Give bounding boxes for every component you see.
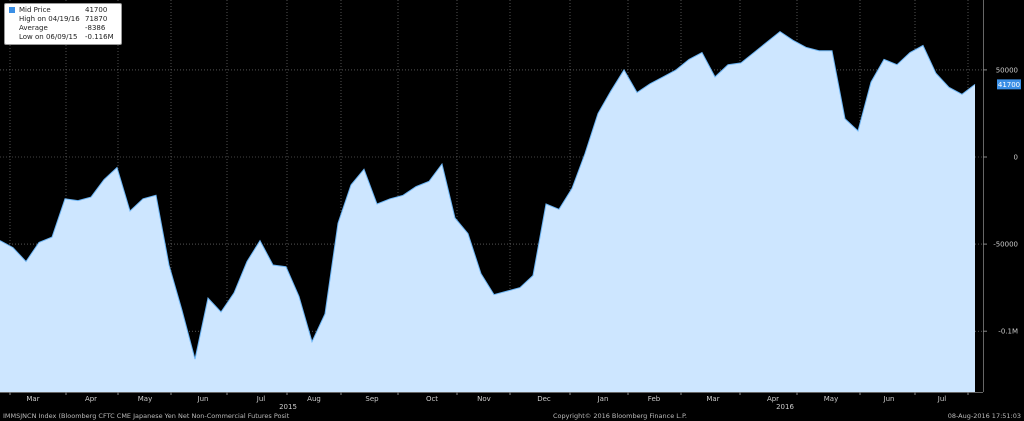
legend-label: Mid Price: [19, 6, 51, 14]
x-axis: Mar Apr May Jun Jul Aug Sep Oct Nov Dec Jan Feb Mar A…: [9, 392, 969, 411]
x-tick-label: Feb: [648, 395, 661, 403]
legend-label: High on 04/19/16: [19, 15, 80, 23]
x-tick-label: Jun: [883, 395, 895, 403]
legend-row-mid-price: Mid Price 41700: [9, 6, 118, 15]
series-area: [0, 31, 975, 392]
legend-row-low: Low on 06/09/15 -0.116M: [9, 33, 118, 42]
y-tick-label: -50000: [993, 241, 1018, 249]
y-tick-label: 50000: [996, 66, 1018, 74]
legend-row-high: High on 04/19/16 71870: [9, 15, 118, 24]
y-axis: 50000 0 -50000 -0.1M: [983, 66, 1018, 336]
series-swatch-icon: [9, 7, 15, 13]
legend-value: 41700: [85, 6, 108, 14]
x-tick-label: Aug: [307, 395, 321, 403]
last-value-tag-box: [997, 79, 1021, 90]
x-tick-label: Dec: [537, 395, 551, 403]
x-tick-label: Jan: [597, 395, 609, 403]
last-value-label: 41700: [998, 81, 1020, 89]
x-tick-label: Oct: [426, 395, 438, 403]
legend-value: -0.116M: [85, 33, 114, 41]
x-tick-label: Mar: [706, 395, 719, 403]
y-tick-label: -0.1M: [998, 328, 1018, 336]
x-tick-label: Mar: [26, 395, 39, 403]
last-value-tag: 41700: [997, 79, 1021, 90]
x-tick-label: May: [824, 395, 838, 403]
series-line: [0, 30, 976, 360]
legend-box: Mid Price 41700 High on 04/19/16 71870 A…: [4, 3, 122, 45]
legend-value: -8386: [85, 24, 106, 32]
legend-label: Low on 06/09/15: [19, 33, 78, 41]
x-tick-label: Nov: [477, 395, 491, 403]
x-tick-label: Sep: [365, 395, 379, 403]
x-year-label: 2015: [279, 403, 297, 411]
x-tick-label: Jul: [937, 395, 947, 403]
legend-label: Average: [19, 24, 48, 32]
y-tick-label: 0: [1014, 154, 1018, 162]
legend-row-average: Average -8386: [9, 24, 118, 33]
timestamp-text: 08-Aug-2016 17:51:03: [947, 412, 1021, 420]
x-tick-label: Apr: [85, 395, 97, 403]
copyright-text: Copyright© 2016 Bloomberg Finance L.P.: [553, 412, 687, 420]
index-description: IMMSJNCN Index (Bloomberg CFTC CME Japan…: [3, 412, 290, 420]
x-year-label: 2016: [776, 403, 794, 411]
x-tick-label: Jun: [197, 395, 209, 403]
x-tick-label: Jul: [256, 395, 266, 403]
legend-value: 71870: [85, 15, 108, 23]
x-tick-label: May: [138, 395, 152, 403]
x-tick-label: Apr: [767, 395, 779, 403]
